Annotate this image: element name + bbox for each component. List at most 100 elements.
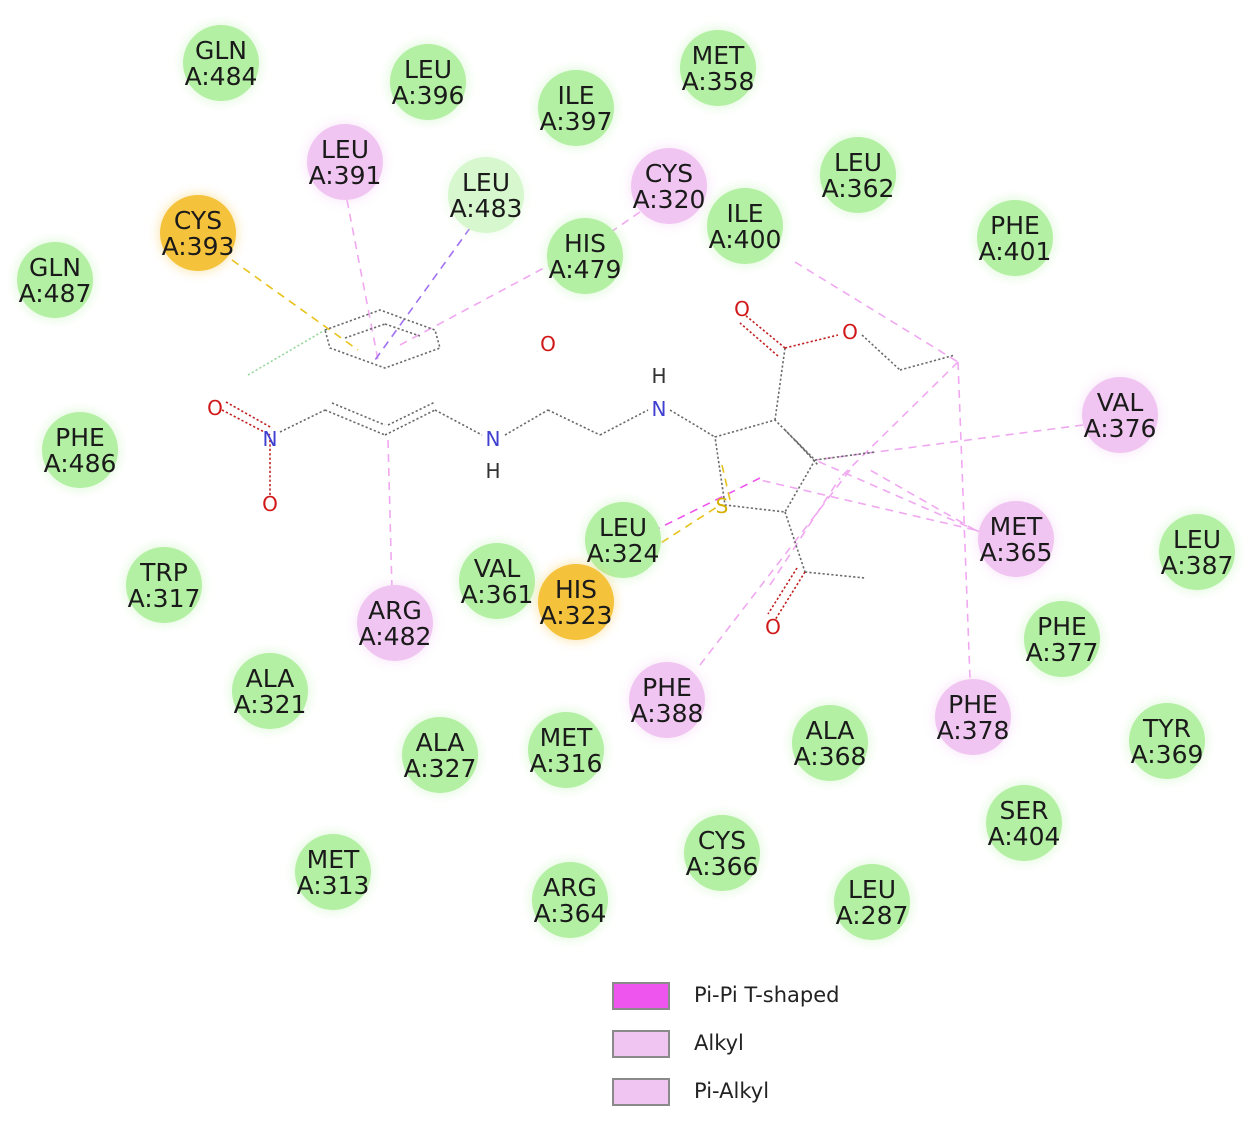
residue-id: A:320 — [633, 185, 706, 214]
residue-id: A:396 — [392, 81, 465, 110]
alkyl-interaction-line — [387, 439, 393, 591]
residue-id: A:484 — [185, 62, 258, 91]
residue-circle — [585, 502, 661, 578]
residue-circle — [935, 679, 1011, 755]
alkyl-interaction-line — [346, 199, 379, 361]
residue-id: A:397 — [540, 107, 613, 136]
residue-circle — [707, 188, 783, 264]
pi-sigma-interaction-line — [374, 227, 471, 361]
alkyl-interaction-line — [839, 361, 959, 479]
alkyl-interaction-line — [794, 261, 959, 363]
residue-id: A:369 — [1131, 740, 1204, 769]
residue-id: A:483 — [450, 194, 523, 223]
nitrogen-atom: N — [486, 427, 501, 451]
residue-name: MET — [990, 512, 1043, 541]
residue-name: SER — [999, 796, 1048, 825]
residue-id: A:376 — [1084, 414, 1157, 443]
alkyl-interaction-line — [759, 479, 976, 531]
residue-name: MET — [307, 845, 360, 874]
ligand-bonds — [221, 309, 956, 621]
residue-circle — [834, 864, 910, 940]
residue-circle — [402, 717, 478, 793]
residue-circle — [448, 157, 524, 233]
residue-id: A:404 — [988, 822, 1061, 851]
residue-id: A:393 — [162, 232, 235, 261]
residue-name: ARG — [543, 873, 597, 902]
residue-circle — [528, 712, 604, 788]
residue-name: ILE — [557, 81, 594, 110]
legend: Pi-Pi T-shaped Alkyl Pi-Alkyl — [612, 980, 872, 1124]
residue-id: A:400 — [709, 225, 782, 254]
alkyl-interaction-line — [814, 459, 981, 533]
residue-name: VAL — [1097, 388, 1144, 417]
sulfur-interaction-line — [231, 259, 359, 351]
residue-name: PHE — [948, 690, 998, 719]
residue-name: PHE — [642, 673, 692, 702]
residue-circle — [629, 662, 705, 738]
hydrogen-atom: H — [485, 459, 500, 483]
residue-name: TRP — [139, 558, 188, 587]
residue-name: GLN — [195, 36, 247, 65]
residue-id: A:323 — [540, 601, 613, 630]
residue-circle — [295, 834, 371, 910]
residue-id: A:361 — [461, 580, 534, 609]
hydrogen-atom: H — [651, 364, 666, 388]
alkyl-interaction-line — [769, 477, 841, 586]
residue-circle — [1082, 377, 1158, 453]
alkyl-interaction-line — [869, 469, 976, 531]
legend-swatch — [612, 1078, 670, 1106]
ligand-atoms: O O O N O N H N H S O O — [207, 297, 858, 639]
residue-circle — [977, 200, 1053, 276]
residue-id: A:377 — [1026, 638, 1099, 667]
residue-name: VAL — [474, 554, 521, 583]
residue-name: MET — [692, 41, 745, 70]
residue-circle — [1129, 703, 1205, 779]
sulfur-atom: S — [716, 494, 729, 518]
residue-id: A:378 — [937, 716, 1010, 745]
residue-id: A:365 — [980, 538, 1053, 567]
residue-id: A:387 — [1161, 551, 1234, 580]
residue-name: GLN — [29, 253, 81, 282]
legend-item: Pi-Pi T-shaped — [612, 980, 872, 1028]
residue-id: A:486 — [44, 449, 117, 478]
residue-circle — [183, 25, 259, 101]
nitrogen-atom: N — [263, 427, 278, 451]
legend-item: Alkyl — [612, 1028, 872, 1076]
residue-name: LEU — [404, 55, 452, 84]
residue-circle — [792, 705, 868, 781]
oxygen-atom: O — [765, 615, 781, 639]
residue-id: A:287 — [836, 901, 909, 930]
residue-id: A:316 — [530, 749, 603, 778]
residue-id: A:391 — [309, 161, 382, 190]
interaction-lines — [231, 199, 1084, 679]
residue-name: ALA — [806, 716, 855, 745]
residue-circle — [42, 412, 118, 488]
residue-circle — [631, 148, 707, 224]
residue-name: LEU — [834, 148, 882, 177]
